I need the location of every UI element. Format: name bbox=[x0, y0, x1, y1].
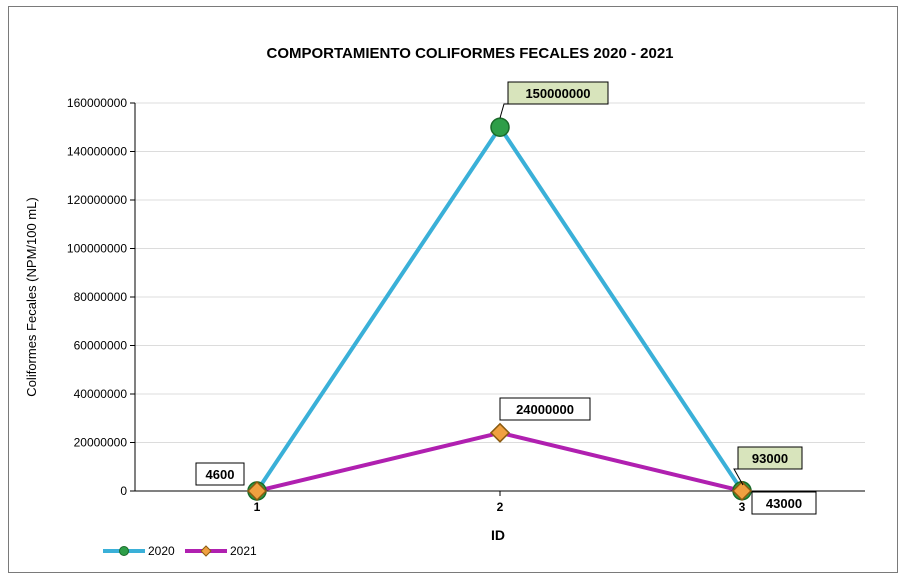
y-tick-label: 120000000 bbox=[67, 193, 127, 207]
series-markers bbox=[246, 117, 753, 502]
legend-label-2021: 2021 bbox=[230, 544, 257, 558]
y-tick-label: 160000000 bbox=[67, 96, 127, 110]
y-axis-ticks: 0 20000000 40000000 60000000 80000000 1000000… bbox=[67, 96, 135, 498]
y-tick-label: 20000000 bbox=[74, 436, 128, 450]
y-tick-label: 80000000 bbox=[74, 290, 128, 304]
data-label-box bbox=[507, 81, 609, 105]
data-point-2021 bbox=[489, 422, 511, 443]
data-label-box bbox=[195, 462, 245, 486]
gridlines bbox=[135, 102, 865, 443]
data-label-2021: 43000 bbox=[766, 496, 802, 511]
data-label-2021: 24000000 bbox=[516, 402, 574, 417]
data-labels: 150000000 93000 4600 24000000 43000 bbox=[195, 81, 817, 515]
y-tick-label: 140000000 bbox=[67, 145, 127, 159]
chart-title: COMPORTAMIENTO COLIFORMES FECALES 2020 -… bbox=[266, 45, 673, 62]
legend-marker-2020 bbox=[119, 546, 129, 556]
data-point-2021 bbox=[731, 480, 753, 501]
chart-frame bbox=[8, 6, 898, 573]
y-tick-label: 40000000 bbox=[74, 387, 128, 401]
y-tick-label: 0 bbox=[120, 484, 127, 498]
data-label-box bbox=[751, 491, 817, 515]
x-tick-label: 1 bbox=[254, 500, 261, 514]
x-tick-label: 2 bbox=[497, 500, 504, 514]
x-axis-ticks: 1 2 3 bbox=[254, 491, 746, 514]
data-label-box bbox=[499, 397, 591, 421]
y-tick-label: 100000000 bbox=[67, 242, 127, 256]
legend: 2020 2021 bbox=[103, 544, 257, 558]
callout-pointer bbox=[499, 103, 508, 119]
legend-marker-2021 bbox=[200, 545, 212, 557]
data-label-2020: 150000000 bbox=[525, 86, 590, 101]
data-label-2020: 93000 bbox=[752, 451, 788, 466]
x-tick-label: 3 bbox=[739, 500, 746, 514]
legend-label-2020: 2020 bbox=[148, 544, 175, 558]
data-point-2021 bbox=[246, 480, 268, 502]
x-axis-title: ID bbox=[491, 527, 505, 543]
data-label-2021: 4600 bbox=[206, 467, 235, 482]
y-axis-title: Coliformes Fecales (NPM/100 mL) bbox=[24, 197, 39, 396]
data-label-box bbox=[737, 446, 803, 470]
callout-pointer bbox=[733, 468, 744, 486]
data-point-2020 bbox=[490, 117, 510, 137]
y-tick-label: 60000000 bbox=[74, 339, 128, 353]
